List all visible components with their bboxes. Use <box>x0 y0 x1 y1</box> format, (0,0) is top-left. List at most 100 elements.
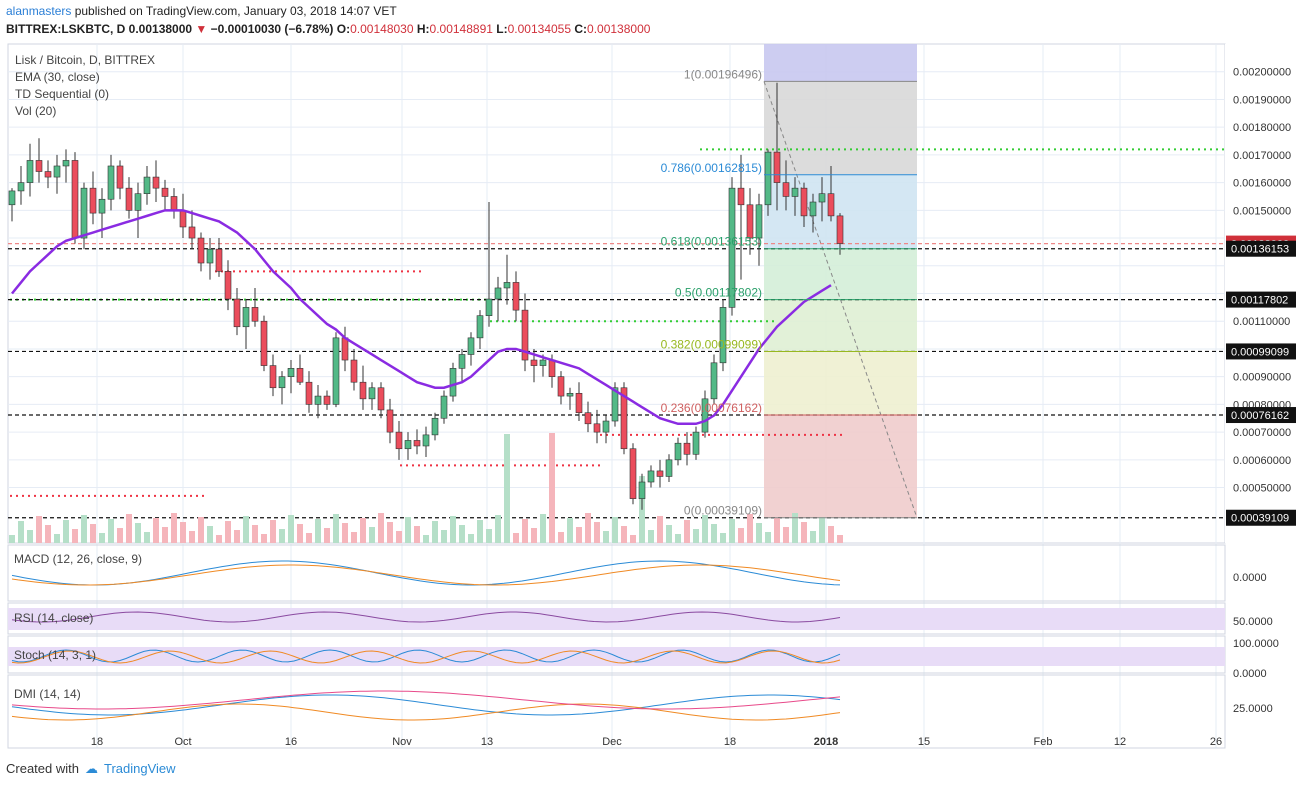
dmi-label[interactable]: DMI (14, 14) <box>14 687 81 701</box>
ema30-line <box>11 209 832 426</box>
candle-body <box>296 368 304 383</box>
candle-body <box>233 298 241 328</box>
candle-body <box>494 287 502 300</box>
tradingview-logo-icon[interactable]: ☁ <box>84 761 98 776</box>
volume-bar <box>711 524 717 543</box>
candle-body <box>89 187 97 214</box>
macd-label[interactable]: MACD (12, 26, close, 9) <box>14 552 143 566</box>
tradingview-link[interactable]: TradingView <box>103 761 176 776</box>
stoch-k <box>11 649 841 663</box>
volume-bar <box>108 519 114 543</box>
volume-bar <box>666 525 672 543</box>
volume-bar <box>585 513 591 543</box>
legend-ema[interactable]: EMA (30, close) <box>15 70 100 84</box>
volume-bar <box>495 515 501 543</box>
candle-body <box>143 176 151 194</box>
volume-bar <box>63 520 69 543</box>
created-with: Created with <box>6 761 79 776</box>
y-tick-label: 0.00200000 <box>1233 67 1291 79</box>
footer: Created with ☁ TradingView <box>6 761 176 777</box>
price-label: 0.00099099 <box>1231 346 1289 358</box>
fib-labels: 1(0.00196496) 0.786(0.00162815) 0.618(0.00… <box>661 67 917 519</box>
candle-body <box>152 176 160 189</box>
candle-body <box>728 187 736 308</box>
volume-bar <box>558 532 564 543</box>
candle-body <box>791 187 799 197</box>
price-label-bg <box>1226 509 1296 526</box>
publish-line: alanmasters published on TradingView.com… <box>6 4 397 18</box>
fib-label: 0.618(0.00136153) <box>661 235 762 249</box>
fib-zone <box>764 351 917 416</box>
candle-body <box>8 190 16 206</box>
low-value: 0.00134055 <box>507 22 572 36</box>
volume-bar <box>414 526 420 543</box>
volume-bar <box>675 534 681 543</box>
legend-td[interactable]: TD Sequential (0) <box>15 87 110 101</box>
candle-body <box>701 398 709 433</box>
volume-bar <box>234 530 240 543</box>
candle-body <box>638 481 646 499</box>
volume-bar <box>630 535 636 543</box>
candle-body <box>116 165 124 189</box>
rsi-line <box>11 611 841 623</box>
legend-title[interactable]: Lisk / Bitcoin, D, BITTREX <box>15 53 156 67</box>
volume-bar <box>513 533 519 543</box>
high-value: 0.00148891 <box>429 22 493 36</box>
volume-bar <box>432 521 438 543</box>
volume-bar <box>612 517 618 543</box>
volume-bar <box>207 526 213 543</box>
stoch-label[interactable]: Stoch (14, 3, 1) <box>14 648 97 662</box>
x-tick-label: Nov <box>392 736 412 748</box>
price-axis[interactable]: 0.00200000 0.00190000 0.00180000 0.00170000… <box>1225 44 1300 715</box>
volume-bar <box>117 528 123 543</box>
volume-bar <box>144 532 150 543</box>
candle-body <box>566 392 574 397</box>
time-axis[interactable]: 18 Oct 16 Nov 13 Dec 18 2018 15 Feb 12 26 <box>91 736 1222 748</box>
dmi-minus <box>11 703 841 721</box>
x-tick-label: 18 <box>724 736 736 748</box>
candle-body <box>26 160 34 183</box>
volume-bar <box>774 518 780 543</box>
candle-body <box>134 193 142 211</box>
stoch-tick-100: 100.0000 <box>1233 638 1279 650</box>
volume-bar <box>216 535 222 543</box>
symbol[interactable]: BITTREX:LSKBTC, D <box>6 22 126 36</box>
candle-body <box>341 337 349 361</box>
author-link[interactable]: alanmasters <box>6 4 72 18</box>
volume-bar <box>135 523 141 543</box>
candle-body <box>746 204 754 239</box>
candle-body <box>584 412 592 425</box>
candle-body <box>467 337 475 355</box>
volume-bar <box>459 525 465 543</box>
candle-body <box>170 196 178 211</box>
volume-bar <box>342 523 348 543</box>
legend-vol[interactable]: Vol (20) <box>15 104 57 118</box>
candle-body <box>242 307 250 328</box>
volume-bar <box>324 528 330 543</box>
fib-zones <box>763 44 918 518</box>
candle-body <box>179 210 187 228</box>
rsi-label[interactable]: RSI (14, close) <box>14 611 94 625</box>
y-tick-label: 0.00110000 <box>1233 316 1290 328</box>
candle-body <box>368 387 376 400</box>
y-tick-label: 0.00060000 <box>1233 455 1291 467</box>
volume-bar <box>657 516 663 543</box>
volume-bar <box>792 513 798 543</box>
volume-bar <box>720 533 726 543</box>
candle-body <box>611 387 619 422</box>
volume-bar <box>126 514 132 543</box>
candle-body <box>656 470 664 477</box>
y-tick-label: 0.00070000 <box>1233 427 1291 439</box>
candles[interactable] <box>8 82 844 510</box>
fib-label: 0.236(0.00076162) <box>661 401 762 415</box>
x-tick-label: Dec <box>602 736 622 748</box>
rsi-tick: 50.0000 <box>1233 616 1273 628</box>
candle-body <box>737 187 745 206</box>
x-tick-label: Oct <box>174 736 191 748</box>
price-label: 0.00136153 <box>1231 244 1289 256</box>
volume-bar <box>369 527 375 543</box>
volume-bar <box>738 528 744 543</box>
candle-body <box>548 359 556 377</box>
x-tick-label: 13 <box>481 736 493 748</box>
x-tick-label: 26 <box>1210 736 1222 748</box>
